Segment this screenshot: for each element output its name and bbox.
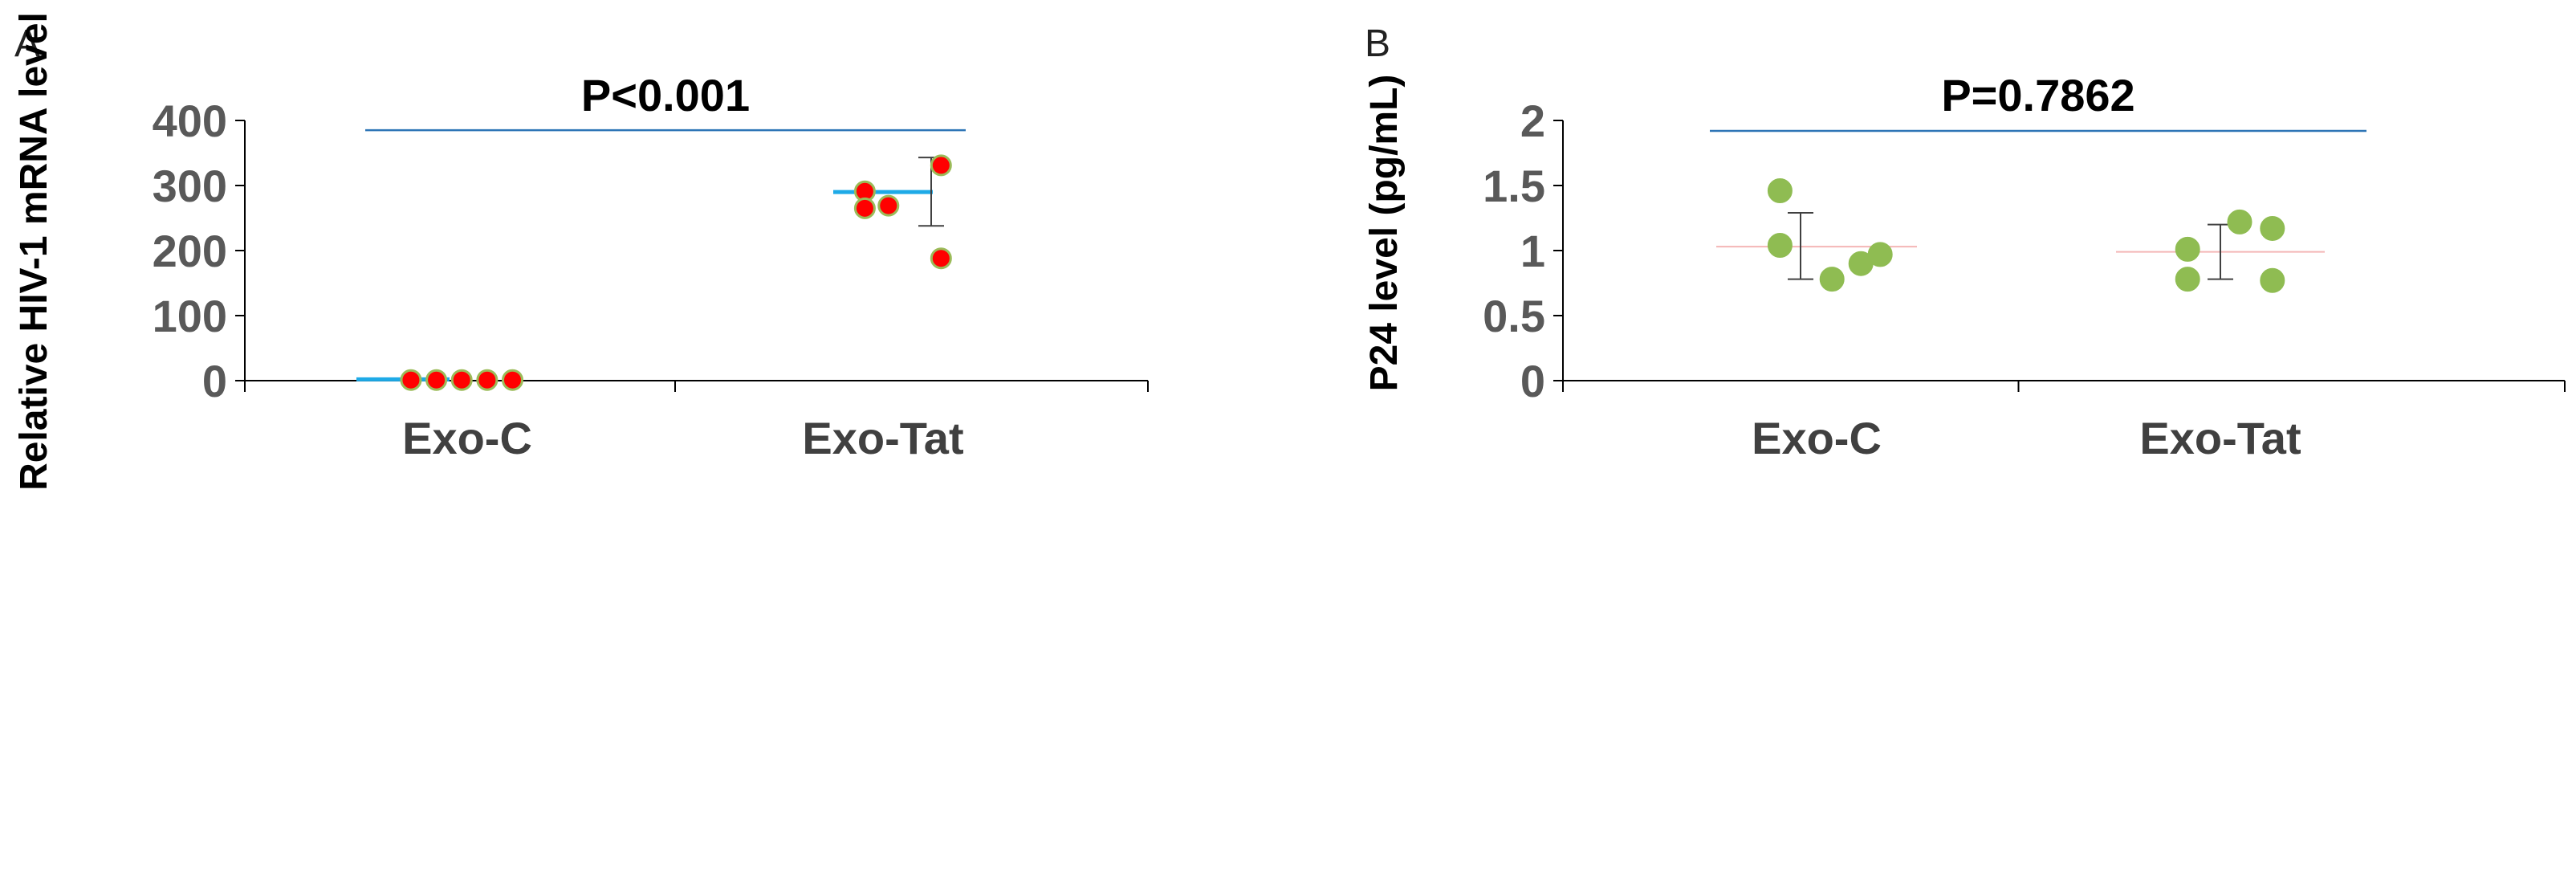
y-tick-label: 100: [153, 291, 227, 341]
data-point: [1767, 233, 1793, 259]
data-point: [450, 369, 473, 391]
data-point: [2260, 267, 2285, 293]
data-point: [2260, 215, 2285, 241]
data-point: [425, 369, 448, 391]
data-point: [2227, 209, 2252, 234]
y-axis-title: P24 level (pg/mL): [1363, 75, 1406, 392]
y-tick-label: 0: [202, 356, 227, 406]
x-category-label: Exo-Tat: [2139, 413, 2301, 463]
data-point: [853, 197, 876, 219]
p-value-label: P=0.7862: [1941, 70, 2134, 120]
data-point: [930, 154, 952, 177]
y-tick-label: 2: [1520, 96, 1545, 146]
data-point: [502, 369, 523, 391]
data-point: [877, 194, 900, 217]
data-point: [400, 369, 422, 391]
panel-b: B 0 0.5 1 1.5 2 Exo-C Exo-Tat P24 level (pg/mL) P…: [1363, 22, 2566, 463]
data-point: [2175, 267, 2200, 292]
y-tick-label: 1.5: [1483, 161, 1545, 211]
data-point: [1819, 267, 1845, 292]
y-tick-label: 300: [153, 161, 227, 211]
x-category-label: Exo-C: [402, 413, 532, 463]
x-category-label: Exo-C: [1752, 413, 1882, 463]
data-point: [1867, 242, 1893, 267]
y-tick-label: 0: [1520, 356, 1545, 406]
y-axis-title: Relative HIV-1 mRNA level: [13, 12, 55, 491]
data-point: [930, 247, 952, 270]
panel-a: A 0 100 200 300 400 Exo-C Exo-Tat Relative HIV-1…: [13, 12, 1149, 491]
y-tick-label: 0.5: [1483, 291, 1545, 341]
x-category-label: Exo-Tat: [802, 413, 963, 463]
data-point: [1767, 177, 1793, 203]
y-tick-label: 1: [1520, 226, 1545, 276]
p-value-label: P<0.001: [581, 70, 750, 120]
y-tick-label: 200: [153, 226, 227, 276]
data-point: [476, 369, 499, 391]
panel-label: A: [14, 22, 40, 65]
y-tick-label: 400: [153, 96, 227, 146]
data-point: [2175, 236, 2200, 262]
panel-label: B: [1365, 22, 1390, 65]
